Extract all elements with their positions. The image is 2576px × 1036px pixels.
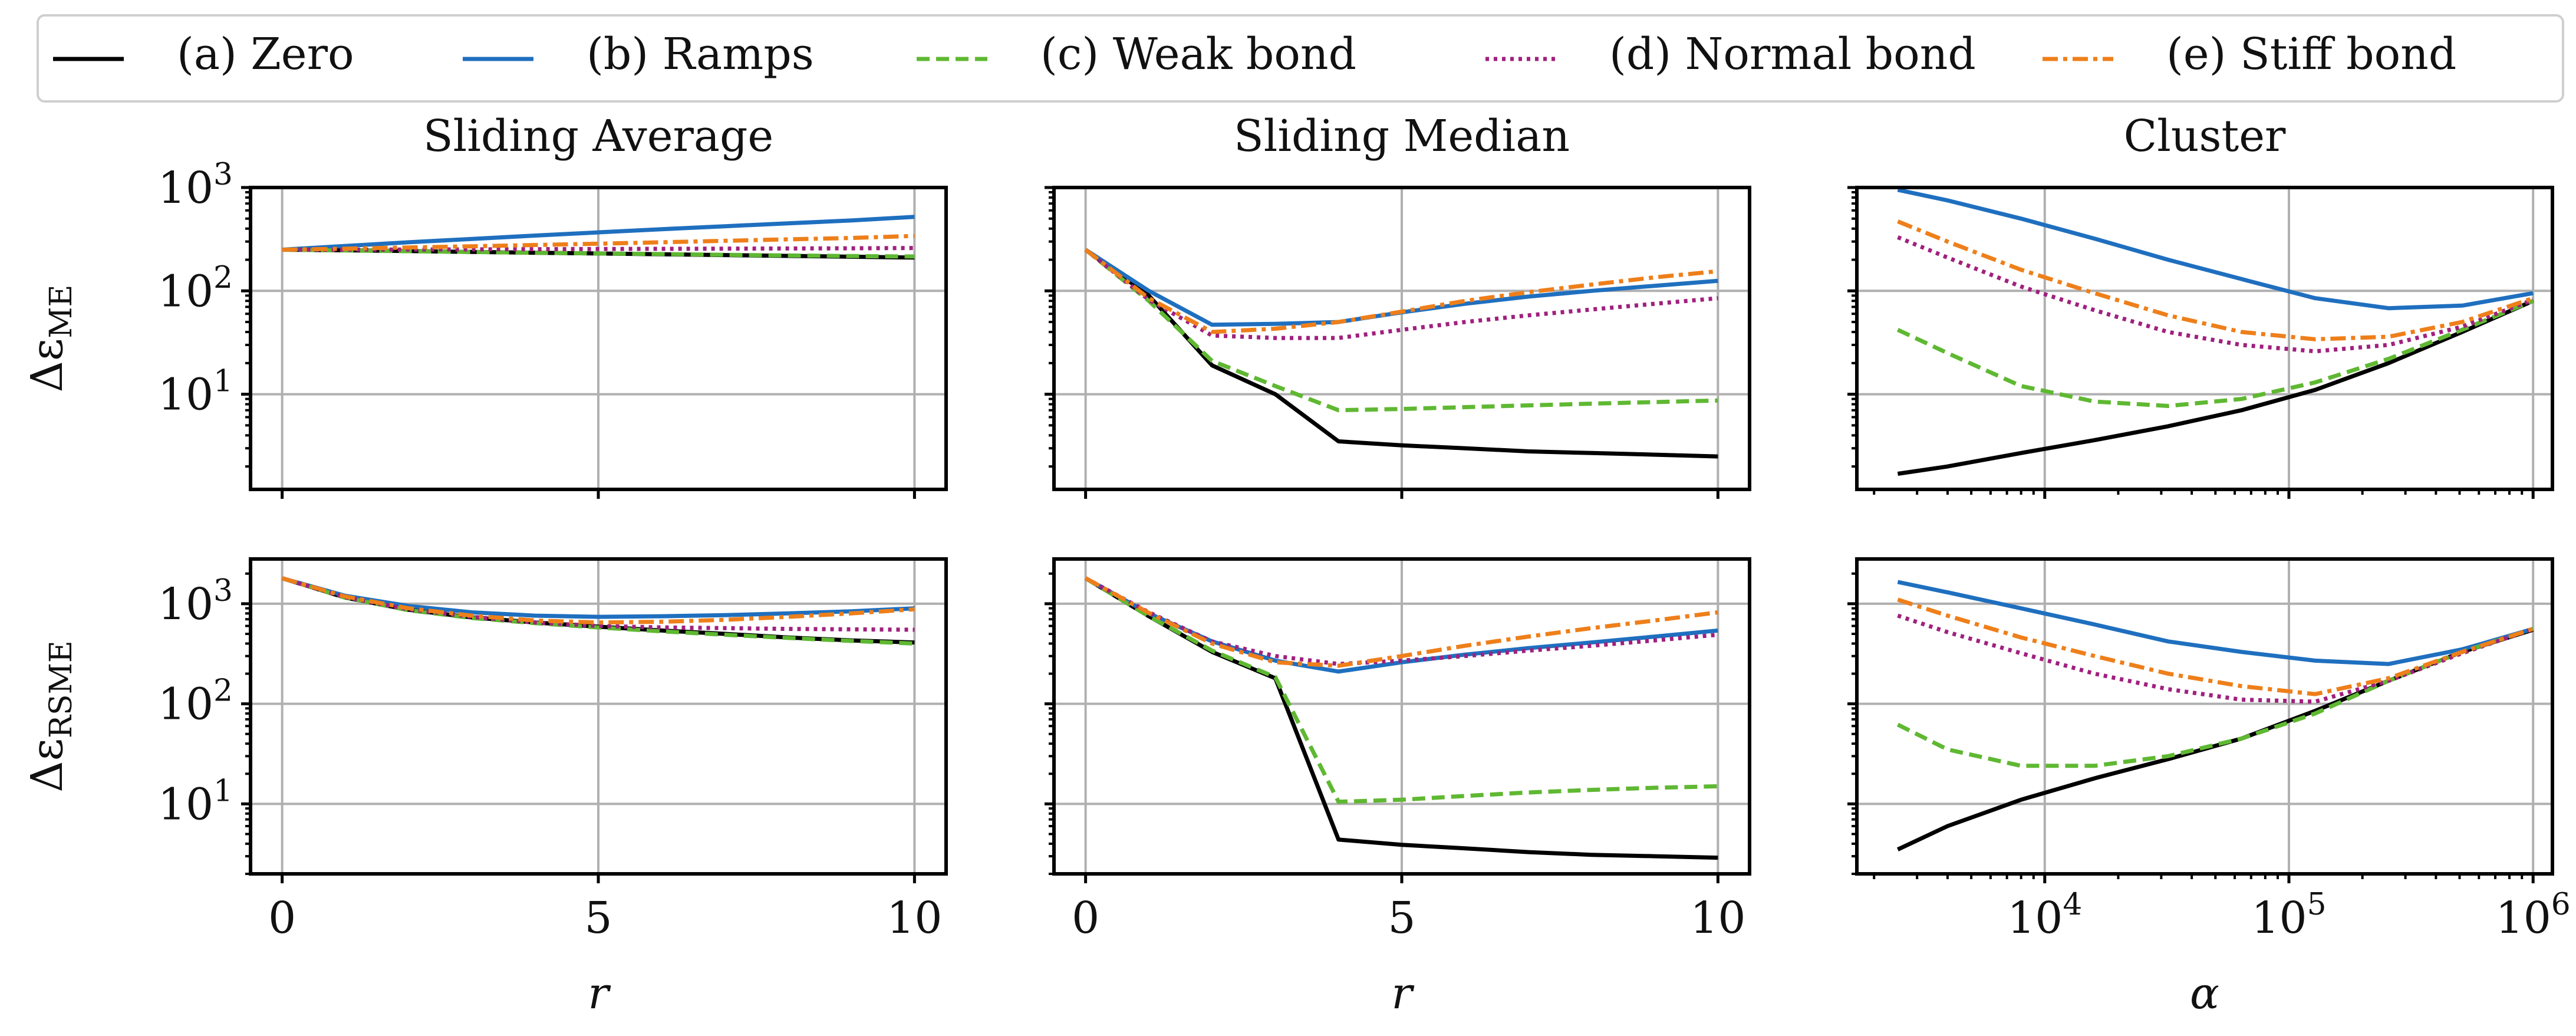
legend-label-1: (a) Zero bbox=[177, 29, 354, 80]
x-tick-label-1: 0 bbox=[268, 893, 296, 943]
series-line-3 bbox=[282, 248, 915, 259]
x-tick-label-3: 106 bbox=[2496, 887, 2571, 943]
y-axis-label: ΔεME bbox=[22, 285, 79, 393]
x-ticks bbox=[281, 874, 916, 883]
series-line-4 bbox=[1897, 235, 2534, 354]
panel-6: 104 105 106 α bbox=[1847, 557, 2571, 1019]
series-line-5 bbox=[282, 233, 915, 252]
y-ticks bbox=[241, 572, 251, 875]
series-line-1 bbox=[1897, 299, 2534, 476]
series-line-4 bbox=[281, 576, 915, 632]
panel-title: Sliding Average bbox=[423, 111, 773, 162]
legend-box bbox=[37, 14, 2564, 103]
series-line-5 bbox=[1897, 219, 2534, 341]
x-tick-label-1: 104 bbox=[2007, 887, 2082, 943]
legend-entry-3: (c) Weak bond bbox=[917, 29, 1356, 80]
x-ticks bbox=[1873, 489, 2535, 499]
panel-title: Sliding Median bbox=[1234, 111, 1570, 162]
series-group bbox=[1896, 580, 2534, 851]
x-axis-label: α bbox=[2190, 968, 2219, 1019]
x-tick-label-2: 5 bbox=[584, 893, 612, 943]
series-line-3 bbox=[1896, 299, 2534, 408]
legend-entry-4: (d) Normal bond bbox=[1485, 29, 1976, 80]
x-tick-label-1: 0 bbox=[1072, 893, 1099, 943]
panel-2: Sliding Median bbox=[1045, 111, 1751, 499]
panel-5: 0 5 10 r bbox=[1045, 557, 1751, 1019]
series-group bbox=[1084, 248, 1718, 459]
x-tick-label-3: 10 bbox=[1690, 893, 1745, 943]
grid bbox=[251, 559, 946, 874]
y-tick-label-2: 102 bbox=[158, 260, 233, 317]
y-ticks bbox=[1847, 186, 1857, 468]
y-tick-label-3: 101 bbox=[158, 773, 233, 830]
legend-entry-5: (e) Stiff bond bbox=[2043, 29, 2456, 80]
legend-label-2: (b) Ramps bbox=[587, 29, 814, 80]
grid bbox=[1054, 559, 1750, 874]
panel-4: 103 102 101 0 5 10 r ΔεRSME bbox=[22, 557, 948, 1019]
x-tick-label-2: 5 bbox=[1388, 893, 1415, 943]
x-tick-label-2: 105 bbox=[2251, 887, 2326, 943]
series-line-5 bbox=[1897, 597, 2534, 696]
grid bbox=[1857, 559, 2552, 874]
series-line-4 bbox=[1084, 248, 1718, 340]
legend: (a) Zero (b) Ramps (c) Weak bond (d) Normal… bbox=[53, 29, 2456, 80]
panel-1: 103 102 101 Sliding Average ΔεME bbox=[22, 111, 948, 499]
legend-entry-2: (b) Ramps bbox=[463, 29, 814, 80]
y-ticks bbox=[1847, 572, 1857, 875]
legend-entry-1: (a) Zero bbox=[53, 29, 354, 80]
series-line-2 bbox=[1897, 188, 2534, 311]
series-line-3 bbox=[1084, 248, 1718, 413]
y-tick-label-1: 103 bbox=[158, 573, 233, 630]
plot-frame bbox=[1855, 557, 2554, 876]
y-tick-label-2: 102 bbox=[158, 673, 233, 730]
series-line-2 bbox=[281, 576, 915, 619]
series-line-4 bbox=[1084, 576, 1718, 666]
legend-label-5: (e) Stiff bond bbox=[2166, 29, 2456, 80]
series-group bbox=[282, 215, 915, 260]
y-tick-label-3: 101 bbox=[158, 364, 233, 420]
y-ticks bbox=[241, 186, 251, 468]
legend-label-4: (d) Normal bond bbox=[1609, 29, 1976, 80]
y-ticks bbox=[1045, 572, 1054, 875]
legend-label-3: (c) Weak bond bbox=[1040, 29, 1356, 80]
series-group bbox=[1084, 576, 1718, 860]
panel-title: Cluster bbox=[2124, 111, 2286, 162]
y-tick-label-1: 103 bbox=[158, 157, 233, 213]
x-tick-label-3: 10 bbox=[887, 893, 942, 943]
x-axis-label: r bbox=[588, 968, 611, 1019]
series-line-4 bbox=[282, 246, 915, 252]
series-group bbox=[281, 576, 915, 646]
series-line-2 bbox=[282, 215, 915, 252]
series-line-5 bbox=[1084, 248, 1718, 334]
plot-frame bbox=[1855, 186, 2554, 491]
series-group bbox=[1896, 188, 2534, 476]
x-ticks bbox=[1084, 489, 1719, 499]
x-axis-label: r bbox=[1391, 968, 1415, 1019]
series-line-2 bbox=[1897, 580, 2534, 666]
y-ticks bbox=[1045, 186, 1054, 468]
series-line-3 bbox=[1084, 576, 1718, 804]
series-line-5 bbox=[1084, 576, 1718, 668]
x-ticks bbox=[1873, 874, 2535, 883]
panel-3: Cluster bbox=[1847, 111, 2554, 499]
x-ticks bbox=[1084, 874, 1719, 883]
x-ticks bbox=[281, 489, 916, 499]
y-axis-label: ΔεRSME bbox=[22, 640, 79, 792]
